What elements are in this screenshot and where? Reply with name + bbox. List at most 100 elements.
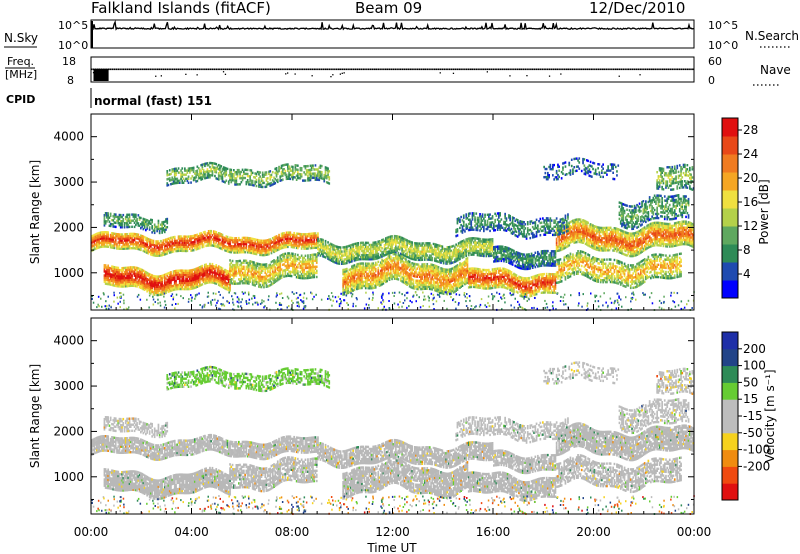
- freq-point: [189, 69, 191, 71]
- freq-point: [306, 69, 308, 71]
- freq-point: [410, 69, 412, 71]
- noise-left-tick-top: 10^5: [58, 19, 88, 32]
- freq-point: [253, 69, 255, 71]
- power-cell: [541, 265, 543, 267]
- freq-point: [489, 69, 491, 71]
- freq-series: [91, 69, 694, 82]
- freq-point: [600, 69, 602, 71]
- freq-point: [507, 69, 509, 71]
- freq-point: [443, 69, 445, 71]
- power-cell: [372, 250, 374, 252]
- freq-point: [134, 69, 136, 71]
- freq-point: [383, 69, 385, 71]
- power-cell: [115, 241, 117, 243]
- power-cell: [547, 250, 549, 252]
- freq-point: [291, 69, 293, 71]
- freq-point: [342, 69, 344, 71]
- freq-point: [131, 69, 133, 71]
- freq-point: [127, 69, 129, 71]
- freq-point: [236, 69, 238, 71]
- freq-point: [500, 69, 502, 71]
- power-cell: [105, 264, 107, 266]
- power-cell: [340, 246, 342, 248]
- nave-point: [185, 74, 186, 75]
- power-cell: [426, 254, 428, 256]
- freq-point: [434, 69, 436, 71]
- freq-point: [300, 69, 302, 71]
- freq-point: [381, 69, 383, 71]
- freq-point: [174, 69, 176, 71]
- freq-point: [212, 69, 214, 71]
- power-cell: [204, 231, 206, 233]
- radar-title: Falkland Islands (fitACF): [91, 0, 271, 17]
- freq-point: [481, 69, 483, 71]
- freq-point: [202, 69, 204, 71]
- radar-plot: Falkland Islands (fitACF) Beam 09 12/Dec…: [0, 0, 800, 554]
- freq-left-tick-bottom: 8: [67, 74, 74, 87]
- freq-point: [474, 69, 476, 71]
- freq-point: [140, 69, 142, 71]
- noise-panel-frame: [91, 20, 694, 48]
- freq-point: [198, 69, 200, 71]
- power-cell: [685, 221, 687, 223]
- freq-point: [643, 69, 645, 71]
- freq-point: [466, 69, 468, 71]
- power-cell: [465, 253, 467, 255]
- freq-point: [153, 69, 155, 71]
- freq-start-block: [94, 69, 109, 81]
- freq-point: [419, 69, 421, 71]
- power-cell: [483, 255, 485, 257]
- nave-point: [344, 72, 345, 73]
- freq-point: [232, 69, 234, 71]
- freq-point: [406, 69, 408, 71]
- power-cell: [227, 236, 229, 238]
- freq-point: [651, 69, 653, 71]
- freq-point: [515, 69, 517, 71]
- freq-point: [327, 69, 329, 71]
- freq-point: [570, 69, 572, 71]
- freq-point: [344, 69, 346, 71]
- freq-point: [681, 69, 683, 71]
- freq-point: [159, 69, 161, 71]
- freq-point: [654, 69, 656, 71]
- power-cell: [442, 245, 444, 247]
- power-cell: [357, 242, 359, 244]
- freq-point: [491, 69, 493, 71]
- freq-point: [210, 69, 212, 71]
- freq-point: [215, 69, 217, 71]
- freq-point: [541, 69, 543, 71]
- freq-point: [287, 69, 289, 71]
- freq-point: [223, 69, 225, 71]
- power-cell: [107, 265, 109, 267]
- freq-point: [572, 69, 574, 71]
- freq-point: [374, 69, 376, 71]
- power-cell: [580, 218, 582, 220]
- power-cell: [307, 247, 309, 249]
- power-cell: [535, 252, 537, 254]
- power-cell: [107, 235, 109, 237]
- freq-point: [551, 69, 553, 71]
- freq-point: [276, 69, 278, 71]
- power-cell: [424, 259, 426, 261]
- power-cell: [194, 241, 196, 243]
- freq-point: [296, 69, 298, 71]
- power-cell: [533, 254, 535, 256]
- freq-point: [136, 69, 138, 71]
- power-cell: [600, 235, 602, 237]
- freq-point: [621, 69, 623, 71]
- power-cell: [246, 245, 248, 247]
- freq-point: [475, 69, 477, 71]
- freq-point: [534, 69, 536, 71]
- freq-point: [445, 69, 447, 71]
- power-cell: [268, 251, 270, 253]
- freq-point: [658, 69, 660, 71]
- date-title: 12/Dec/2010: [589, 0, 685, 17]
- freq-point: [596, 69, 598, 71]
- freq-point: [351, 69, 353, 71]
- freq-point: [453, 69, 455, 71]
- power-cell: [645, 240, 647, 242]
- nave-point: [549, 76, 550, 77]
- power-cell: [546, 256, 548, 258]
- power-cell: [674, 228, 676, 230]
- freq-point: [187, 69, 189, 71]
